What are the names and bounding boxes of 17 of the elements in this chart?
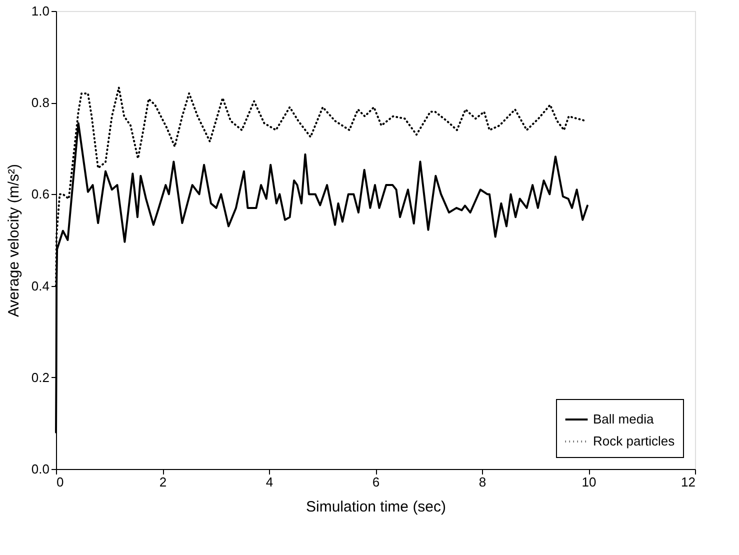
y-tick-label: 0.6 <box>31 186 50 202</box>
y-tick-label: 1.0 <box>31 4 50 18</box>
y-tick-label: 0.4 <box>31 278 50 294</box>
x-tick-label: 2 <box>159 474 167 490</box>
x-tick-label: 0 <box>56 474 64 490</box>
x-tick-label: 6 <box>372 474 380 490</box>
y-axis-title: Average velocity (m/s²) <box>5 164 22 318</box>
x-tick-label: 4 <box>266 474 274 490</box>
x-tick-label: 12 <box>681 474 696 490</box>
y-tick-label: 0.2 <box>31 370 50 385</box>
y-tick-label: 0.0 <box>31 462 50 476</box>
x-axis-title: Simulation time (sec) <box>306 498 446 516</box>
y-tick-label: 0.8 <box>31 95 50 110</box>
x-tick-label: 8 <box>478 474 486 490</box>
x-tick-label: 10 <box>582 474 596 490</box>
legend-label: Ball media <box>593 412 654 426</box>
legend-label: Rock particles <box>593 434 676 448</box>
